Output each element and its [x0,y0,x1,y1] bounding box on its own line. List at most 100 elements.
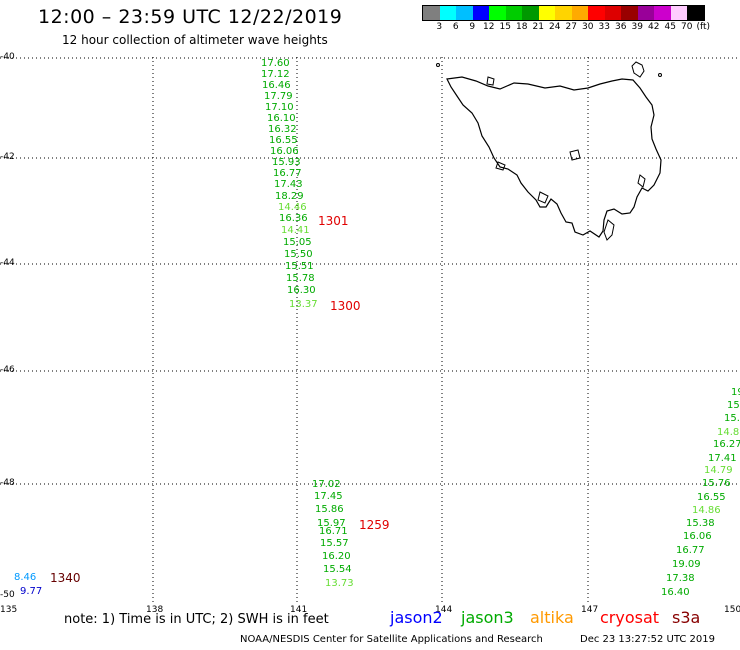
wave-height-value: 8.46 [14,572,37,583]
longitude-label: 147 [581,605,599,615]
color-swatch [489,6,506,20]
color-swatch [439,6,456,20]
lake-shape [495,161,506,171]
wave-height-value: 17.45 [314,491,343,502]
wave-height-value: 15.38 [686,518,715,529]
color-swatch [571,6,588,20]
legend-altika: altika [530,608,574,627]
wave-height-value: 17.60 [261,58,290,69]
wave-height-value: 16.46 [262,80,291,91]
wave-height-value: 16.20 [322,551,351,562]
color-scale-label: 24 [549,22,561,32]
color-swatch [604,6,621,20]
wave-height-value: 17.43 [274,179,303,190]
color-swatch [654,6,671,20]
color-scale-label: (ft) [696,22,711,32]
wave-height-value: 16.06 [683,531,712,542]
wave-height-value: 17.41 [708,453,737,464]
color-scale-label: 6 [452,22,459,32]
wave-height-value: 14.46 [278,202,307,213]
wave-height-value: 14.86 [692,505,721,516]
wave-height-value: 16.10 [267,113,296,124]
color-swatch [423,6,440,20]
color-swatch [637,6,654,20]
page-subtitle: 12 hour collection of altimeter wave hei… [62,33,328,47]
latitude-label: -50 [0,590,15,600]
flinders-island [631,61,645,78]
hunter-island [486,76,495,86]
wave-height-value: 18.29 [275,191,304,202]
longitude-label: 138 [146,605,164,615]
color-swatch [621,6,638,20]
wave-height-value: 14.41 [281,225,310,236]
wave-height-value: 16.71 [319,526,348,537]
latitude-label: -40 [0,52,15,62]
map-panel: 135 138 141 144 147 150 -40 -42 -44 -46 -48 -50 17.… [0,52,740,615]
wave-height-value: 15.86 [315,504,344,515]
longitude-label: 150 [724,605,740,615]
wave-height-value: 17.12 [261,69,290,80]
color-swatch [505,6,522,20]
color-swatch [456,6,473,20]
color-scale-label: 21 [532,22,544,32]
color-scale-label: 30 [582,22,594,32]
wave-height-value: 17.02 [312,479,341,490]
color-swatch [538,6,555,20]
wave-height-value: 9.77 [20,586,43,597]
color-scale-label: 45 [664,22,676,32]
wave-height-value: 15.50 [284,249,313,260]
legend-s3a: s3a [672,608,701,627]
lake-shape [537,191,549,204]
wave-height-value: 15.76 [702,478,731,489]
footer-timestamp: Dec 23 13:27:52 UTC 2019 [580,634,715,645]
wave-height-value: 15.78 [286,273,315,284]
pass-time-label: 1301 [318,214,349,228]
wave-height-value: 19. [731,387,740,398]
wave-height-value: 15.93 [272,157,301,168]
wave-height-value: 16.77 [676,545,705,556]
longitude-label: 141 [290,605,308,615]
color-scale-label: 70 [681,22,693,32]
color-swatch [472,6,489,20]
wave-height-value: 14.8 [717,427,740,438]
wave-height-value: 17.38 [666,573,695,584]
wave-height-value: 16.55 [269,135,298,146]
wave-height-value: 17.79 [264,91,293,102]
color-scale-label: 15 [499,22,511,32]
color-scale-label: 27 [565,22,577,32]
color-scale-label: 12 [483,22,495,32]
wave-height-value: 14.79 [704,465,733,476]
color-scale-label: 33 [598,22,610,32]
map-gridlines [0,57,740,605]
color-scale-label: 36 [615,22,627,32]
wave-height-value: 15.54 [323,564,352,575]
legend-cryosat: cryosat [600,608,660,627]
wave-height-value: 16.36 [279,213,308,224]
pass-time-label: 1340 [50,571,81,585]
wave-height-value: 17.10 [265,102,294,113]
wave-height-value: 15.97 [317,518,346,529]
longitude-label: 135 [0,605,18,615]
footer-credit: NOAA/NESDIS Center for Satellite Applica… [240,634,543,645]
wave-height-value: 16.06 [270,146,299,157]
latitude-label: -44 [0,258,15,268]
color-scale-label: 39 [631,22,643,32]
longitude-label: 144 [435,605,453,615]
color-scale-label: 42 [648,22,660,32]
latitude-label: -48 [0,478,15,488]
color-swatch [687,6,704,20]
color-scale-label: 3 [436,22,443,32]
wave-height-value: 16.27 [713,439,740,450]
bruny-island [603,219,615,241]
wave-height-value: 16.32 [268,124,297,135]
map-canvas [0,57,740,605]
page-title: 12:00 – 23:59 UTC 12/22/2019 [38,6,343,28]
color-scale-label: 9 [469,22,476,32]
wave-height-value: 16.30 [287,285,316,296]
color-swatch [522,6,539,20]
color-scale-label: 18 [516,22,528,32]
lake-shape [569,149,581,161]
maria-island [637,174,646,188]
wave-height-value: 16.40 [661,587,690,598]
color-swatch [555,6,572,20]
